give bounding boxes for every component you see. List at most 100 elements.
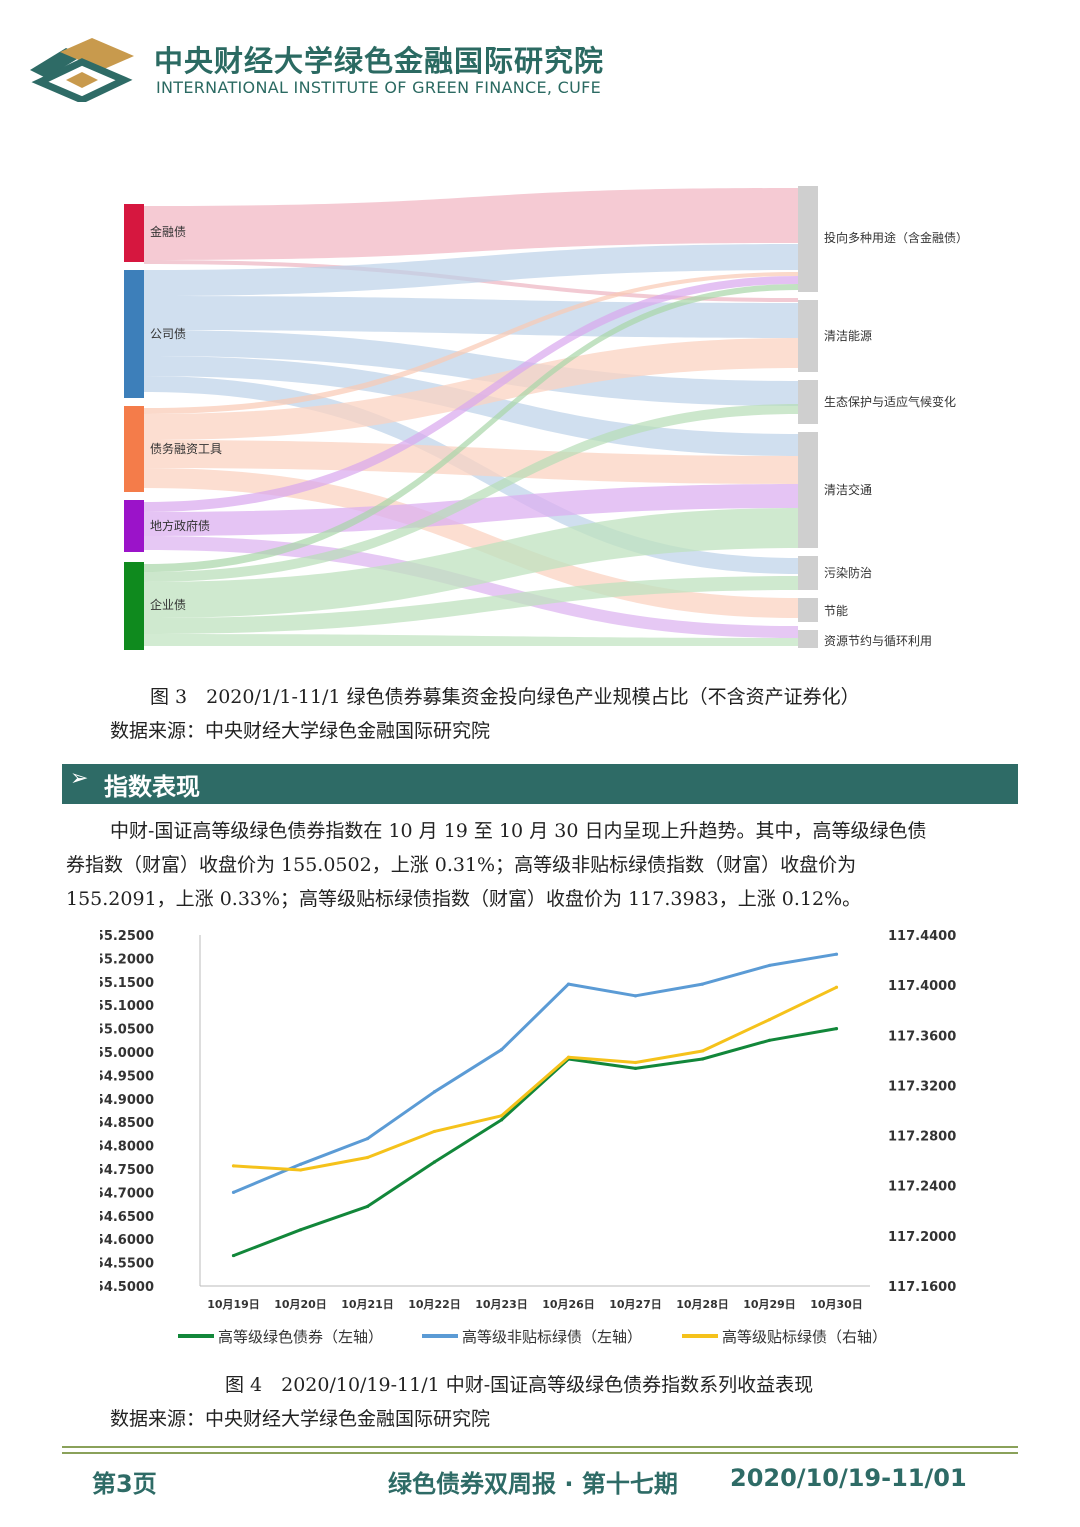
data-point [834,952,839,956]
figure4-source: 数据来源：中央财经大学绿色金融国际研究院 [110,1408,491,1430]
footer-page-number: 第3页 [92,1470,157,1498]
data-point [633,1066,638,1070]
data-point [231,1190,236,1194]
y-right-tick-label: 117.2400 [888,1180,956,1195]
legend-label: 高等级贴标绿债（右轴） [722,1328,887,1346]
y-left-tick-label: 155.2500 [100,929,154,944]
y-left-tick-label: 154.8500 [100,1116,154,1131]
sankey-node-target [798,380,818,424]
data-point [365,1155,370,1160]
footer-rule [62,1452,1018,1454]
sankey-target-label: 污染防治 [824,565,872,580]
figure4-caption: 图 4 2020/10/19-11/1 中财-国证高等级绿色债券指数系列收益表现 [225,1374,814,1396]
index-line-chart: 155.2500 155.2000 155.1500 155.1000 155.0500… [100,929,956,1346]
data-point [700,982,705,986]
sankey-target-label: 资源节约与循环利用 [824,633,932,648]
org-name-cn: 中央财经大学绿色金融国际研究院 [154,44,605,78]
paragraph-line: 中财-国证高等级绿色债券指数在 10 月 19 至 10 月 30 日内呈现上升… [110,820,927,842]
y-left-tick-label: 154.6500 [100,1210,154,1225]
institute-logo-icon [30,38,134,102]
sankey-target-label: 清洁交通 [824,482,872,497]
data-point [365,1204,370,1209]
sankey-link [144,330,798,406]
data-point [432,1090,437,1094]
sankey-link [144,634,798,646]
sankey-link [144,188,798,260]
sankey-source-label: 企业债 [150,597,186,612]
data-point [834,985,839,989]
sankey-node-target [798,630,818,648]
section-title: 指数表现 [104,773,200,801]
y-right-tick-label: 117.3600 [888,1029,956,1044]
sankey-link [144,338,798,440]
arrow-bullet-icon: ➢ [70,766,89,791]
x-tick-label: 10月28日 [676,1298,729,1311]
data-point [834,1027,839,1031]
sankey-node-corporate-bond [124,270,144,398]
x-tick-label: 10月21日 [341,1298,394,1311]
y-left-tick-label: 154.9000 [100,1093,154,1108]
data-point [499,1048,504,1052]
series-line [232,952,837,1194]
sankey-links [144,188,798,646]
data-point [499,1118,504,1122]
figure3-source: 数据来源：中央财经大学绿色金融国际研究院 [110,720,491,742]
sankey-node-target [798,598,818,622]
y-right-tick-label: 117.4400 [888,929,956,944]
y-left-tick-label: 154.7000 [100,1186,154,1201]
x-tick-label: 10月29日 [743,1298,796,1311]
footer-date: 2020/10/19-11/01 [730,1464,967,1492]
data-point [298,1168,303,1172]
data-point [700,1057,705,1061]
data-point [298,1228,303,1232]
x-tick-label: 10月30日 [810,1298,863,1311]
x-tick-label: 10月19日 [207,1298,260,1311]
footer-rule [62,1446,1018,1448]
data-point [298,1162,303,1166]
sankey-node-target [798,300,818,372]
sankey-diagram: 金融债 公司债 债务融资工具 地方政府债 企业债 投向多种用途（含金融债） 清洁… [124,186,968,650]
x-tick-label: 10月26日 [542,1298,595,1311]
data-point [633,1060,638,1065]
sankey-link [144,244,798,296]
y-left-tick-label: 155.1000 [100,999,154,1014]
y-left-tick-label: 154.9500 [100,1069,154,1084]
sankey-target-label: 节能 [824,604,848,618]
x-tick-label: 10月23日 [475,1298,528,1311]
y-left-tick-label: 154.7500 [100,1163,154,1178]
data-point [566,982,571,986]
data-point [633,994,638,998]
sankey-node-financial-bond [124,204,144,262]
data-point [231,1164,236,1168]
y-left-tick-label: 155.0500 [100,1023,154,1038]
data-point [432,1160,437,1164]
sankey-link [144,468,798,618]
sankey-source-label: 地方政府债 [150,518,210,533]
y-right-tick-label: 117.4000 [888,979,956,994]
org-name-en: INTERNATIONAL INSTITUTE OF GREEN FINANCE… [156,78,602,97]
y-left-tick-label: 154.5000 [100,1280,154,1295]
section-header-bar [62,764,1018,804]
sankey-node-target [798,432,818,548]
data-point [767,1018,772,1022]
sankey-target-label: 生态保护与适应气候变化 [824,394,956,409]
sankey-link [144,508,798,618]
x-tick-label: 10月22日 [408,1298,461,1311]
sankey-target-label: 投向多种用途（含金融债） [824,230,968,245]
sankey-target-label: 清洁能源 [824,329,872,343]
y-left-tick-label: 154.5500 [100,1257,154,1272]
data-point [365,1136,370,1141]
data-point [767,1038,772,1042]
data-point [566,1055,571,1059]
sankey-node-local-gov-bond [124,500,144,552]
series-line [232,1027,837,1257]
sankey-link [144,440,798,484]
y-right-tick-label: 117.2000 [888,1230,956,1245]
y-left-tick-label: 155.1500 [100,976,154,991]
sankey-node-enterprise-bond [124,562,144,650]
data-point [767,963,772,968]
y-right-tick-label: 117.3200 [888,1079,956,1094]
footer-publication: 绿色债券双周报 · 第十七期 [388,1470,678,1498]
figure3-caption: 图 3 2020/1/1-11/1 绿色债券募集资金投向绿色产业规模占比（不含资… [150,686,860,708]
legend-label: 高等级绿色债券（左轴） [218,1328,383,1346]
